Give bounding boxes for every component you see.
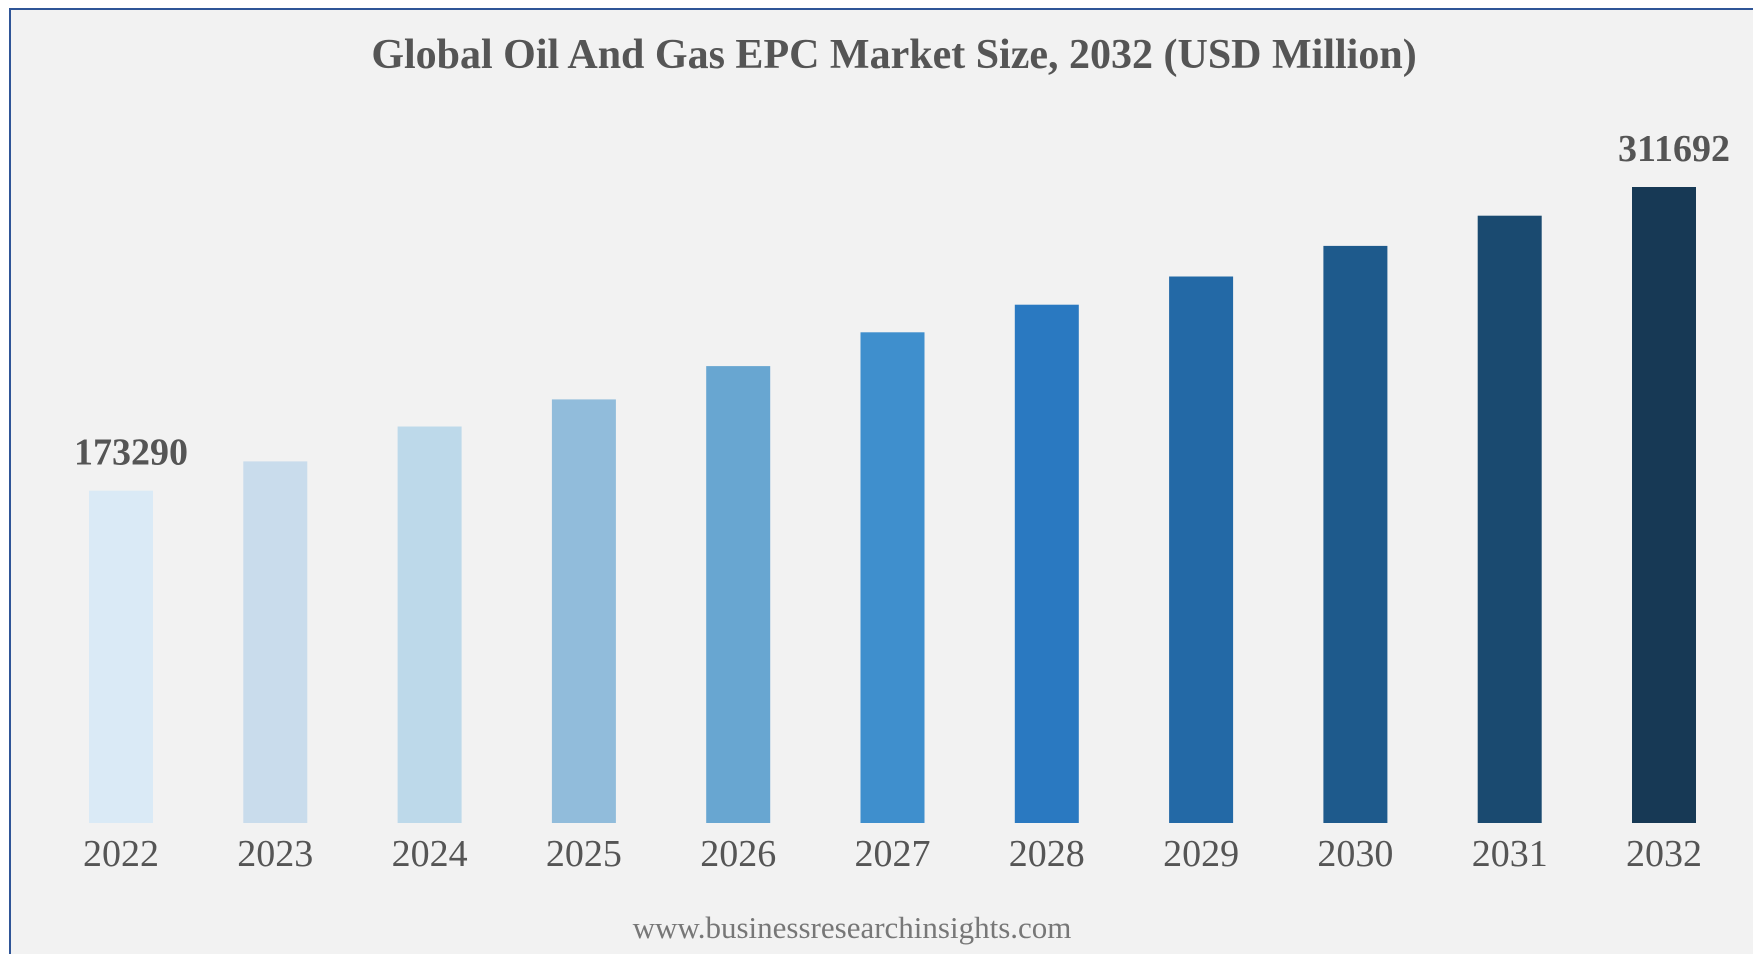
x-tick-label-2023: 2023 <box>237 833 313 875</box>
bar-chart: Global Oil And Gas EPC Market Size, 2032… <box>74 32 1730 945</box>
bar-2022 <box>89 490 153 823</box>
bar-2027 <box>860 332 925 823</box>
x-tick-label-2024: 2024 <box>392 833 468 875</box>
bar-2026 <box>706 366 771 823</box>
chart-frame: Global Oil And Gas EPC Market Size, 2032… <box>9 8 1753 954</box>
source-url: www.businessresearchinsights.com <box>633 910 1072 945</box>
x-tick-label-2022: 2022 <box>83 833 159 875</box>
x-tick-label-2027: 2027 <box>855 833 931 875</box>
bar-2031 <box>1477 215 1542 823</box>
bar-2023 <box>243 461 308 823</box>
x-tick-label-2031: 2031 <box>1472 833 1548 875</box>
x-tick-label-2026: 2026 <box>700 833 776 875</box>
x-tick-label-2025: 2025 <box>546 833 622 875</box>
bar-2029 <box>1169 276 1234 823</box>
data-label-2032: 311692 <box>1618 128 1730 170</box>
x-tick-labels-layer: 2022 2023 2024 2025 2026 2027 2028 2029 2030 2031… <box>83 833 1702 875</box>
bar-2024 <box>397 426 462 823</box>
bar-2025 <box>551 399 616 823</box>
x-tick-label-2029: 2029 <box>1163 833 1239 875</box>
bar-2032 <box>1632 187 1696 823</box>
x-tick-label-2032: 2032 <box>1626 833 1702 875</box>
x-tick-label-2030: 2030 <box>1317 833 1393 875</box>
chart-title: Global Oil And Gas EPC Market Size, 2032… <box>371 32 1416 78</box>
bars-layer <box>89 187 1696 823</box>
data-label-2022: 173290 <box>74 432 188 474</box>
x-tick-label-2028: 2028 <box>1009 833 1085 875</box>
bar-2028 <box>1014 304 1079 823</box>
value-labels-layer: 173290 311692 <box>74 128 1730 474</box>
bar-2030 <box>1323 245 1388 823</box>
